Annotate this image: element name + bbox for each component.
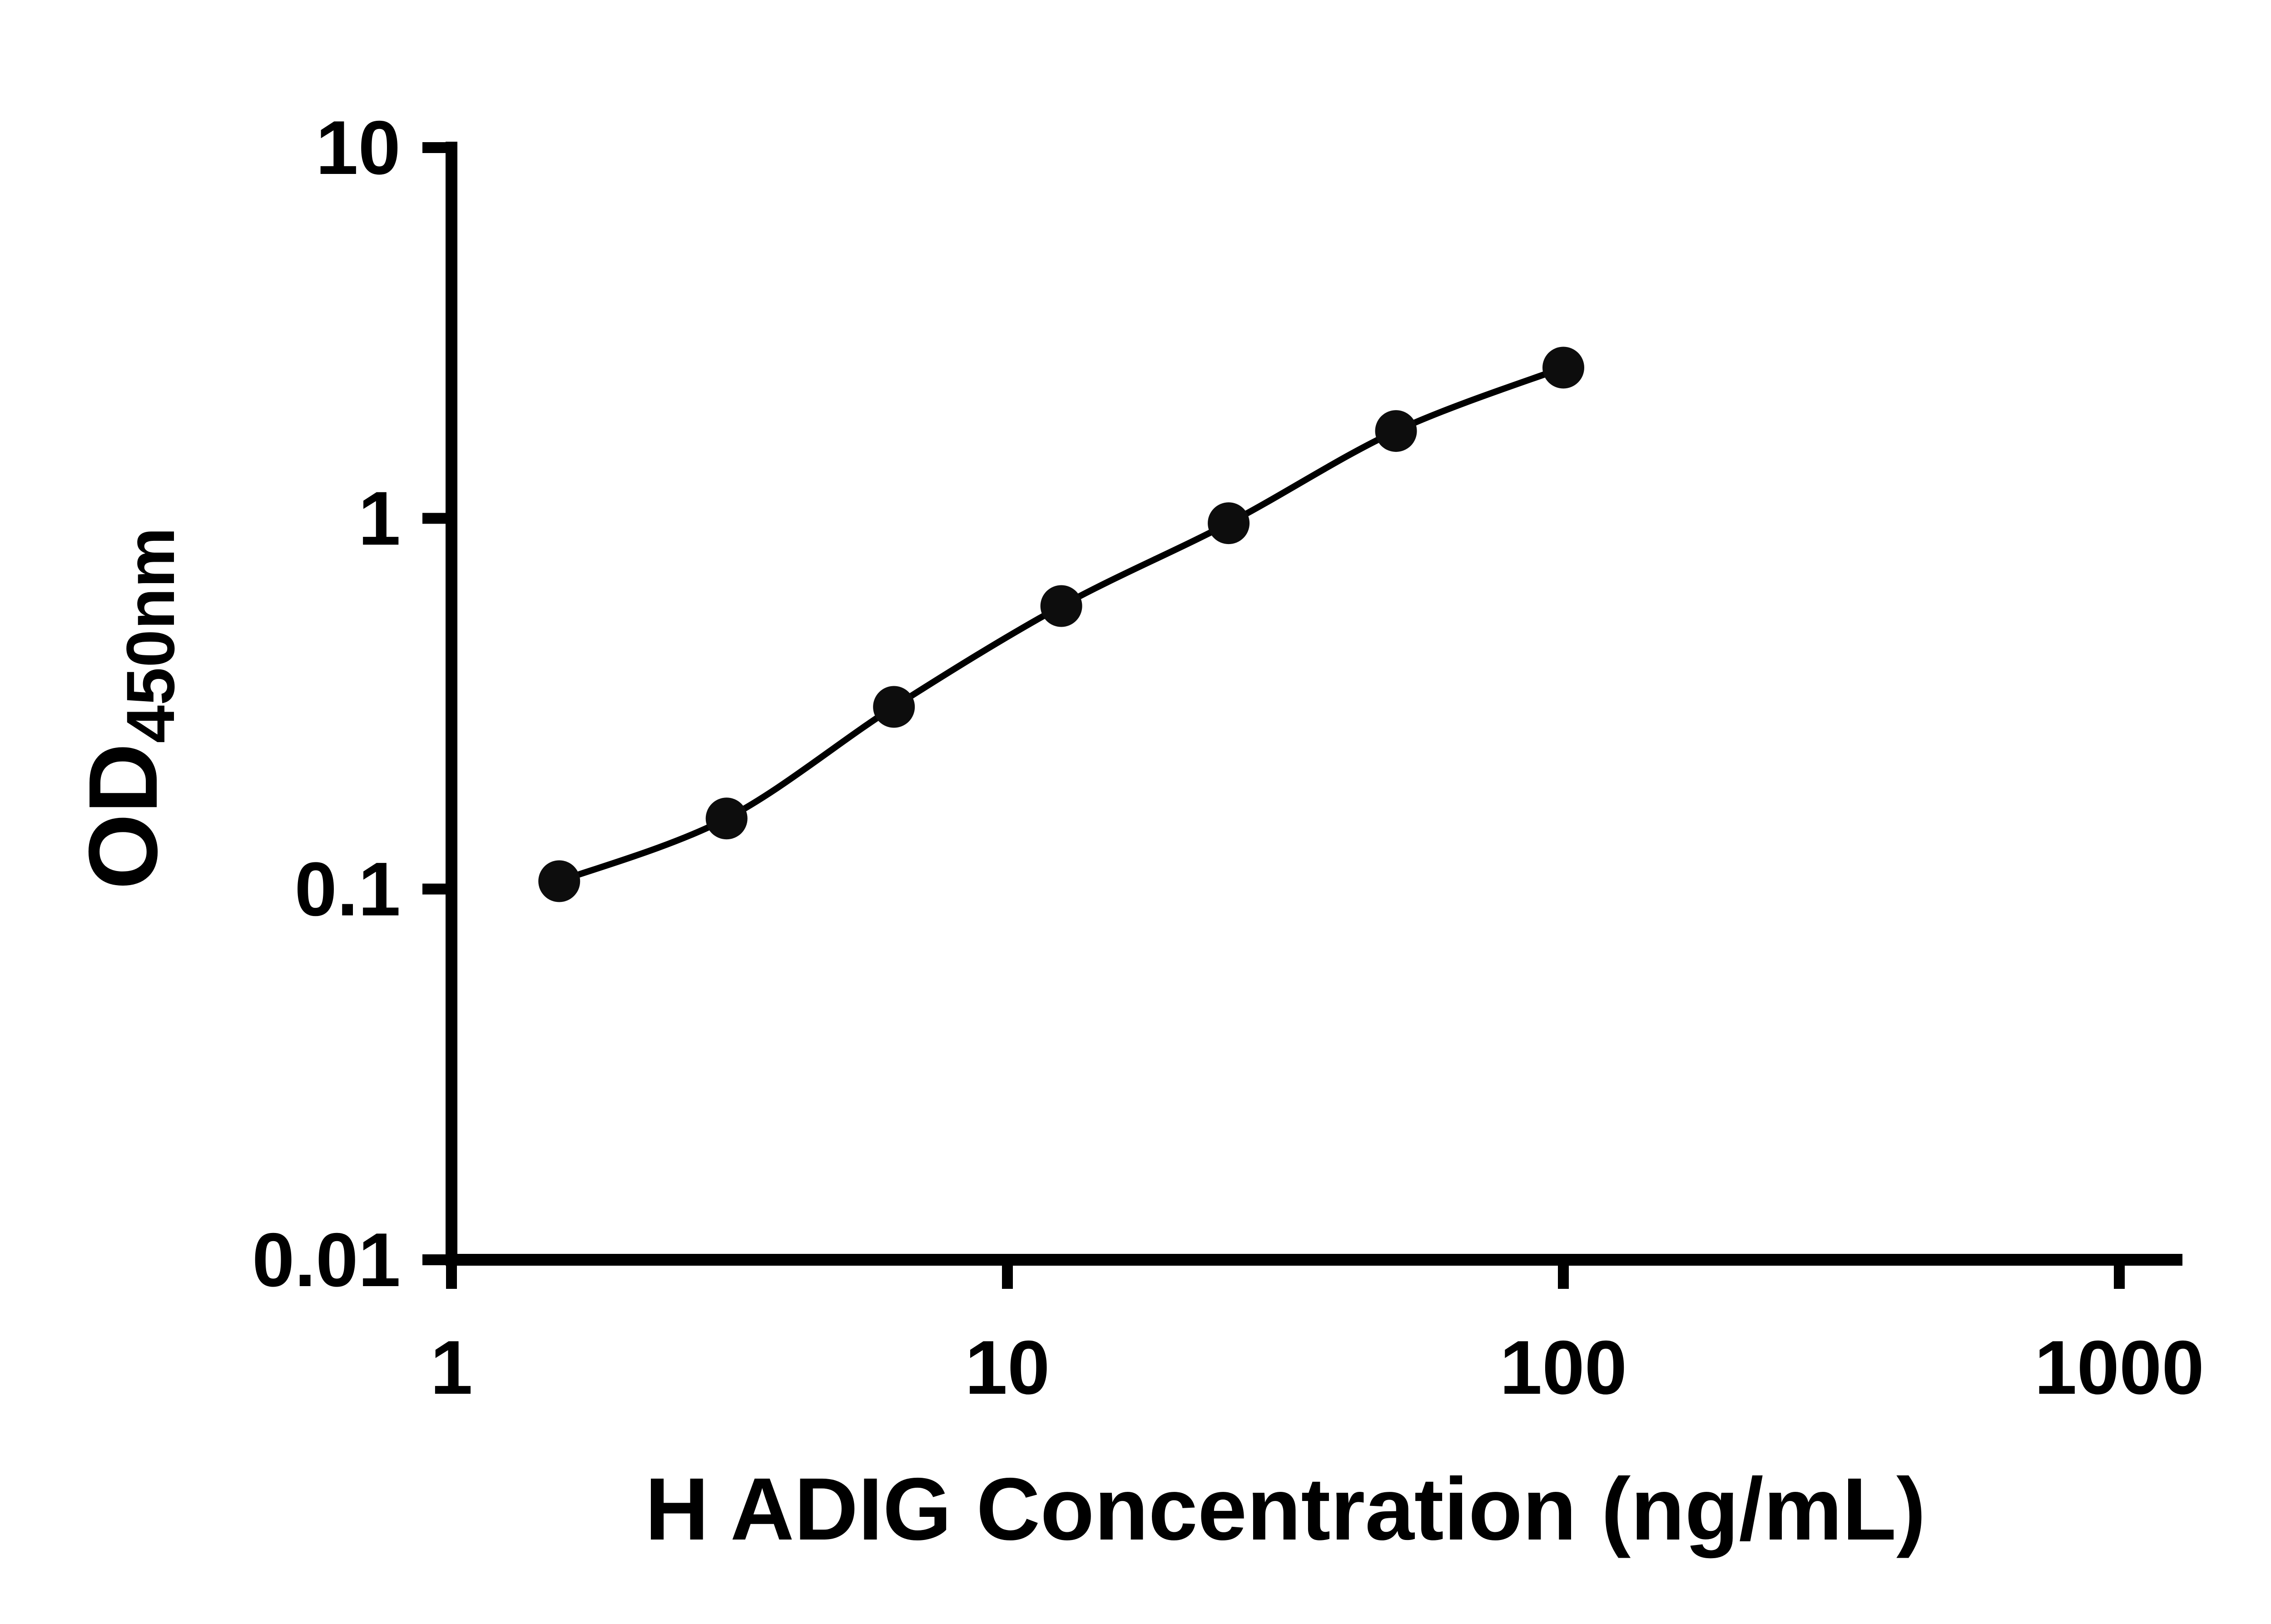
y-tick-label: 1 xyxy=(358,475,401,561)
data-point xyxy=(1542,347,1584,389)
data-point xyxy=(1040,585,1082,627)
x-tick-label: 10 xyxy=(965,1325,1050,1410)
data-point xyxy=(1208,502,1250,545)
x-tick-label: 100 xyxy=(1500,1325,1627,1410)
x-axis-title: H ADIG Concentration (ng/mL) xyxy=(645,1460,1926,1559)
data-point xyxy=(1375,410,1417,452)
y-axis-title-main: OD xyxy=(68,743,178,890)
x-tick-label: 1000 xyxy=(2034,1325,2204,1410)
y-axis-title: OD450nm xyxy=(68,527,188,890)
x-tick-label: 1 xyxy=(430,1325,472,1410)
data-point xyxy=(705,797,748,840)
y-tick-label: 10 xyxy=(316,105,401,190)
y-tick-label: 0.01 xyxy=(252,1217,401,1302)
data-point xyxy=(873,686,915,728)
y-tick-label: 0.1 xyxy=(294,847,401,932)
y-axis-title-subscript: 450nm xyxy=(112,527,188,743)
data-point xyxy=(538,860,580,902)
